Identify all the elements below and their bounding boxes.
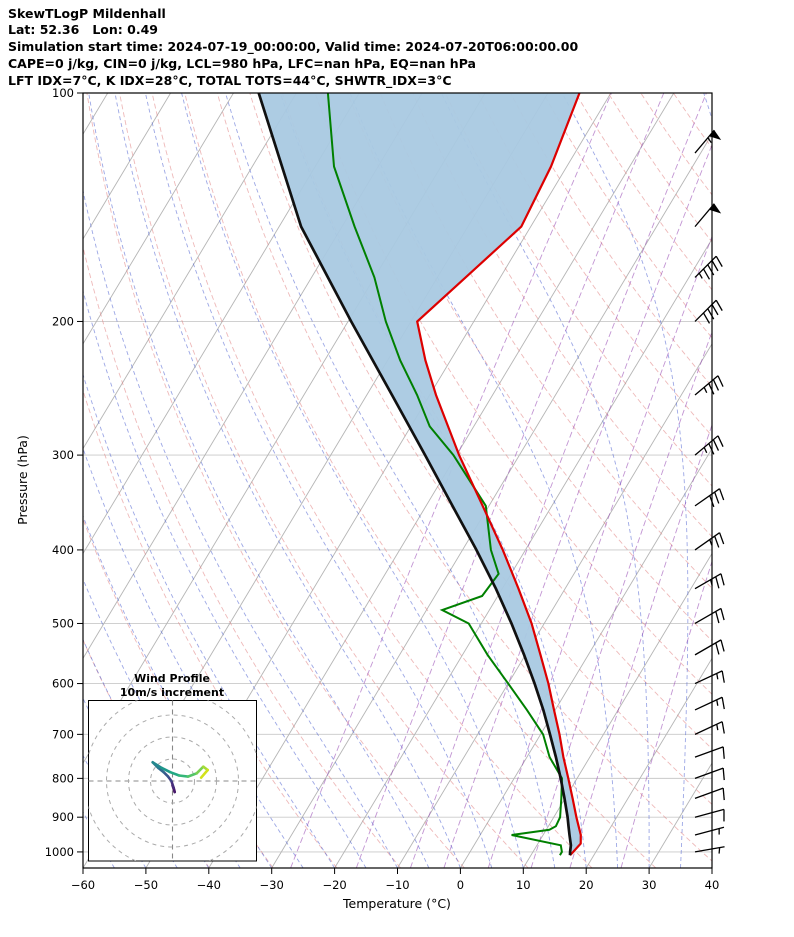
y-tick-label: 800 <box>52 771 74 785</box>
hodograph-trace-segment <box>160 766 172 774</box>
wind-barb <box>694 746 725 759</box>
parcel-env-shade <box>258 93 581 856</box>
dewpoint-line <box>326 93 564 856</box>
wind-barb <box>694 721 725 735</box>
y-tick-label: 600 <box>52 677 74 691</box>
y-tick-label: 900 <box>52 810 74 824</box>
y-tick-label: 100 <box>52 86 74 100</box>
wind-barb <box>694 255 723 280</box>
stability-indices-1: CAPE=0 j/kg, CIN=0 j/kg, LCL=980 hPa, LF… <box>8 56 476 71</box>
y-tick-label: 1000 <box>45 845 74 859</box>
hodograph-inset <box>88 700 257 862</box>
wind-barb <box>694 639 725 656</box>
parcel-line <box>257 93 573 856</box>
wind-barb <box>694 375 724 396</box>
hodograph-trace-segment <box>195 765 205 775</box>
temperature-curve <box>415 93 582 856</box>
y-tick-label: 300 <box>52 448 74 462</box>
y-axis-label: Pressure (hPa) <box>15 435 30 525</box>
simulation-times: Simulation start time: 2024-07-19_00:00:… <box>8 39 579 54</box>
wind-barb <box>694 435 724 456</box>
temperature-line <box>415 93 582 856</box>
y-tick-label: 700 <box>52 727 74 741</box>
parcel-curve <box>257 93 573 856</box>
wind-barb <box>694 846 725 854</box>
inset-title: Wind Profile <box>134 672 210 685</box>
x-tick-label: −40 <box>197 878 221 892</box>
shade-polygon <box>258 93 581 856</box>
x-tick-label: −30 <box>260 878 284 892</box>
x-tick-label: 40 <box>705 878 720 892</box>
x-axis-label: Temperature (°C) <box>342 896 451 911</box>
x-tick-label: −50 <box>134 878 158 892</box>
wind-barb <box>694 488 725 508</box>
wind-barb <box>694 696 725 711</box>
y-tick-label: 500 <box>52 616 74 630</box>
wind-barb <box>694 826 725 836</box>
wind-barb <box>694 670 725 685</box>
x-tick-label: 20 <box>579 878 594 892</box>
chart-title: SkewTLogP Mildenhall <box>8 6 166 21</box>
x-tick-label: −10 <box>385 878 409 892</box>
x-tick-label: 0 <box>457 878 464 892</box>
x-tick-label: 10 <box>516 878 531 892</box>
wind-barb <box>694 532 725 551</box>
hodograph-trace-segment <box>177 774 190 778</box>
axis-ticks: −60 −50 −40 −30 −20 −10 0 10 20 30 40 100 200 300 400 5… <box>45 86 720 892</box>
y-tick-label: 200 <box>52 314 74 328</box>
wind-barb <box>694 299 723 324</box>
wind-barb <box>694 203 722 228</box>
inset-subtitle: 10m/s increment <box>120 686 224 699</box>
dewpoint-curve <box>326 93 564 856</box>
hodograph-trace-segment <box>199 768 209 780</box>
wind-barbs <box>694 129 725 854</box>
stability-indices-2: LFT IDX=7°C, K IDX=28°C, TOTAL TOTS=44°C… <box>8 73 452 88</box>
x-tick-label: −20 <box>322 878 346 892</box>
hodograph-trace-segment <box>169 770 181 777</box>
y-tick-label: 400 <box>52 543 74 557</box>
station-lat-lon: Lat: 52.36 Lon: 0.49 <box>8 22 158 37</box>
wind-barb <box>694 573 725 590</box>
x-tick-label: 30 <box>642 878 657 892</box>
wind-barb <box>694 129 722 154</box>
hodograph-trace-segment <box>151 760 163 770</box>
hodograph-trace-segment <box>186 771 198 778</box>
wind-barb <box>694 767 725 781</box>
wind-barb <box>694 787 725 801</box>
wind-barb <box>694 808 725 822</box>
x-tick-label: −60 <box>71 878 95 892</box>
wind-barb <box>694 607 725 625</box>
